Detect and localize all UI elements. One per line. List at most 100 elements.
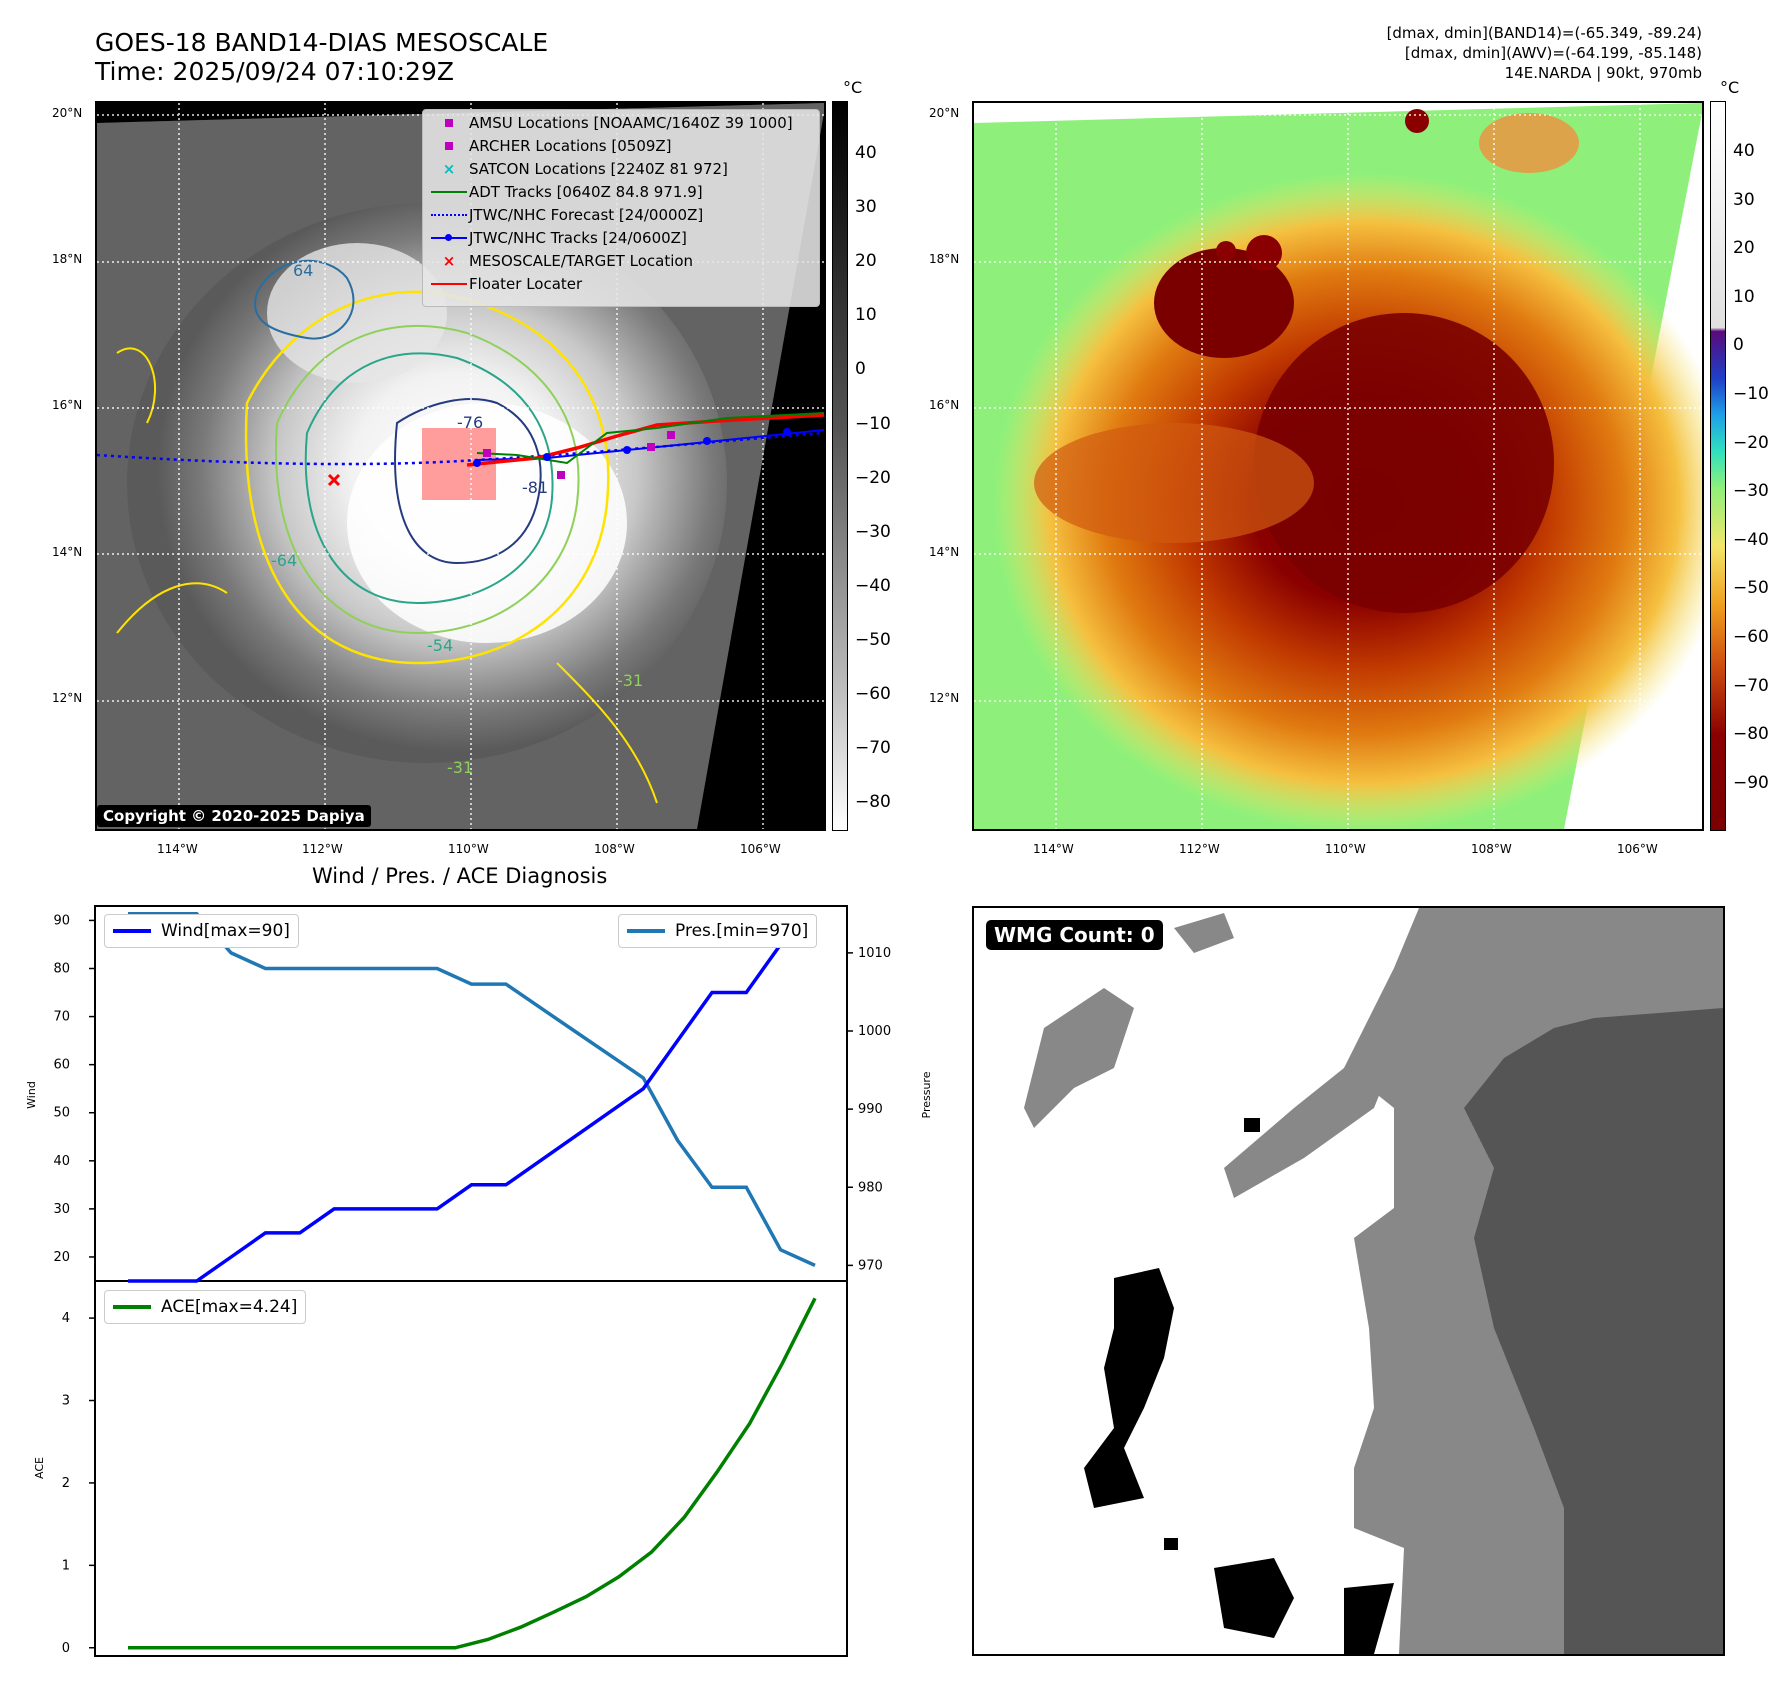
legend-item-tracks: JTWC/NHC Tracks [24/0600Z] xyxy=(429,229,687,247)
ace-axes xyxy=(94,1280,848,1657)
lon-label: 110°W xyxy=(1325,842,1366,856)
lon-label: 112°W xyxy=(302,842,343,856)
axis-tick-label: 1000 xyxy=(858,1024,891,1039)
ace-series-line xyxy=(128,1297,817,1650)
lon-label: 108°W xyxy=(594,842,635,856)
color-map-panel xyxy=(972,101,1704,831)
wmg-image xyxy=(1024,908,1723,1654)
legend-item-floater: Floater Locater xyxy=(429,275,582,293)
pressure-legend: Pres.[min=970] xyxy=(618,914,818,948)
colorbar-tick-label: −10 xyxy=(855,413,891,434)
lat-label: 20°N xyxy=(52,106,83,120)
axis-tick-label: 4 xyxy=(62,1311,70,1326)
wind-series-line xyxy=(128,918,817,1283)
wmg-count-badge: WMG Count: 0 xyxy=(986,920,1163,950)
axis-tick-label: 1010 xyxy=(858,946,891,961)
axis-tick-label: 70 xyxy=(53,1010,70,1025)
lon-label: 106°W xyxy=(740,842,781,856)
lat-label: 12°N xyxy=(929,691,960,705)
colorbar-tick-label: 0 xyxy=(1733,335,1744,356)
colorbar-tick-label: −40 xyxy=(1733,529,1769,550)
colorbar-tick-label: 10 xyxy=(1733,286,1755,307)
colorbar-tick-label: −80 xyxy=(855,792,891,813)
colorbar-tick-label: −90 xyxy=(1733,772,1769,793)
colorbar-tick-label: 20 xyxy=(1733,238,1755,259)
colorbar-tick-label: −60 xyxy=(1733,627,1769,647)
colorbar-tick-label: 20 xyxy=(855,251,877,272)
colorbar-tick-label: −30 xyxy=(1733,481,1769,502)
axis-tick-label: 2 xyxy=(62,1476,70,1491)
colorbar-unit: °C xyxy=(843,78,863,97)
axis-tick-label: 990 xyxy=(858,1102,883,1117)
lat-label: 20°N xyxy=(929,106,960,120)
legend-item-adt: ADT Tracks [0640Z 84.8 971.9] xyxy=(429,183,703,201)
legend-item-archer: ARCHER Locations [0509Z] xyxy=(429,137,672,155)
lat-label: 18°N xyxy=(929,252,960,266)
colorbar-tick-label: −20 xyxy=(855,467,891,488)
colorbar-tick-label: −80 xyxy=(1733,724,1769,745)
colorbar-tick-label: 40 xyxy=(1733,141,1755,161)
color-map-image xyxy=(974,103,1702,829)
colorbar-tick-label: 0 xyxy=(855,359,866,380)
figure-title: GOES-18 BAND14-DIAS MESOSCALE xyxy=(95,28,549,57)
lat-label: 18°N xyxy=(52,252,83,266)
axis-tick-label: 970 xyxy=(858,1258,883,1273)
lon-label: 106°W xyxy=(1617,842,1658,856)
axis-tick-label: 30 xyxy=(53,1202,70,1217)
colorbar-tick-label: −60 xyxy=(855,684,891,704)
colorbar-tick-label: −40 xyxy=(855,575,891,596)
colorbar-tick-label: 10 xyxy=(855,305,877,326)
contour-label: -81 xyxy=(522,478,549,497)
axis-tick-label: 980 xyxy=(858,1180,883,1195)
legend-item-amsu: AMSU Locations [NOAAMC/1640Z 39 1000] xyxy=(429,114,793,132)
lat-label: 16°N xyxy=(929,398,960,412)
figure-time: Time: 2025/09/24 07:10:29Z xyxy=(95,57,454,86)
axis-tick-label: 60 xyxy=(53,1058,70,1073)
axis-tick-label: 50 xyxy=(53,1106,70,1121)
legend-item-satcon: × SATCON Locations [2240Z 81 972] xyxy=(442,160,728,178)
colorbar-tick-label: −20 xyxy=(1733,432,1769,453)
color-colorbar xyxy=(1710,101,1726,831)
colorbar-tick-label: −70 xyxy=(855,738,891,759)
lat-label: 12°N xyxy=(52,691,83,705)
colorbar-tick-label: −50 xyxy=(1733,578,1769,599)
info-storm: 14E.NARDA | 90kt, 970mb xyxy=(1504,64,1702,82)
lon-label: 108°W xyxy=(1471,842,1512,856)
map-legend: AMSU Locations [NOAAMC/1640Z 39 1000] AR… xyxy=(422,109,820,307)
wmg-panel: WMG Count: 0 xyxy=(972,906,1725,1656)
colorbar-unit: °C xyxy=(1720,78,1740,97)
diag-chart: 20 30 40 50 60 70 80 90 970 980 990 1000 1010 0 1 2 3 4… xyxy=(25,905,930,1657)
ir-map-panel: 64 -64 -54 -31 -81 -76 -31 AMSU Location… xyxy=(95,101,826,831)
lat-label: 14°N xyxy=(52,545,83,559)
wind-axis-label: Wind xyxy=(25,1081,38,1109)
wind-pres-axes xyxy=(94,905,848,1282)
contour-label: -76 xyxy=(457,413,484,432)
ace-axis-label: ACE xyxy=(33,1457,46,1479)
contour-label: -31 xyxy=(617,671,644,690)
axis-tick-label: 80 xyxy=(53,962,70,977)
colorbar-tick-label: −70 xyxy=(1733,675,1769,696)
info-dmax-band14: [dmax, dmin](BAND14)=(-65.349, -89.24) xyxy=(1386,24,1702,42)
legend-item-forecast: JTWC/NHC Forecast [24/0000Z] xyxy=(429,206,703,224)
colorbar-tick-label: 40 xyxy=(855,143,877,163)
colorbar-tick-label: −30 xyxy=(855,521,891,542)
axis-tick-label: 90 xyxy=(53,913,70,928)
contour-label: 64 xyxy=(293,261,314,280)
wind-legend: Wind[max=90] xyxy=(104,914,299,948)
axis-tick-label: 20 xyxy=(53,1250,70,1265)
axis-tick-label: 40 xyxy=(53,1154,70,1169)
colorbar-tick-label: −10 xyxy=(1733,384,1769,404)
diag-title: Wind / Pres. / ACE Diagnosis xyxy=(312,864,608,888)
legend-item-mesoscale: × MESOSCALE/TARGET Location xyxy=(442,252,694,270)
copyright-label: Copyright © 2020-2025 Dapiya xyxy=(97,805,371,827)
lon-label: 112°W xyxy=(1179,842,1220,856)
contour-label: -31 xyxy=(447,758,474,777)
lon-label: 114°W xyxy=(1033,842,1074,856)
lat-label: 14°N xyxy=(929,545,960,559)
colorbar-tick-label: −50 xyxy=(855,629,891,650)
axis-tick-label: 0 xyxy=(62,1641,70,1656)
contour-label: -54 xyxy=(427,636,454,655)
lat-label: 16°N xyxy=(52,398,83,412)
ace-legend: ACE[max=4.24] xyxy=(104,1290,307,1324)
lon-label: 110°W xyxy=(448,842,489,856)
